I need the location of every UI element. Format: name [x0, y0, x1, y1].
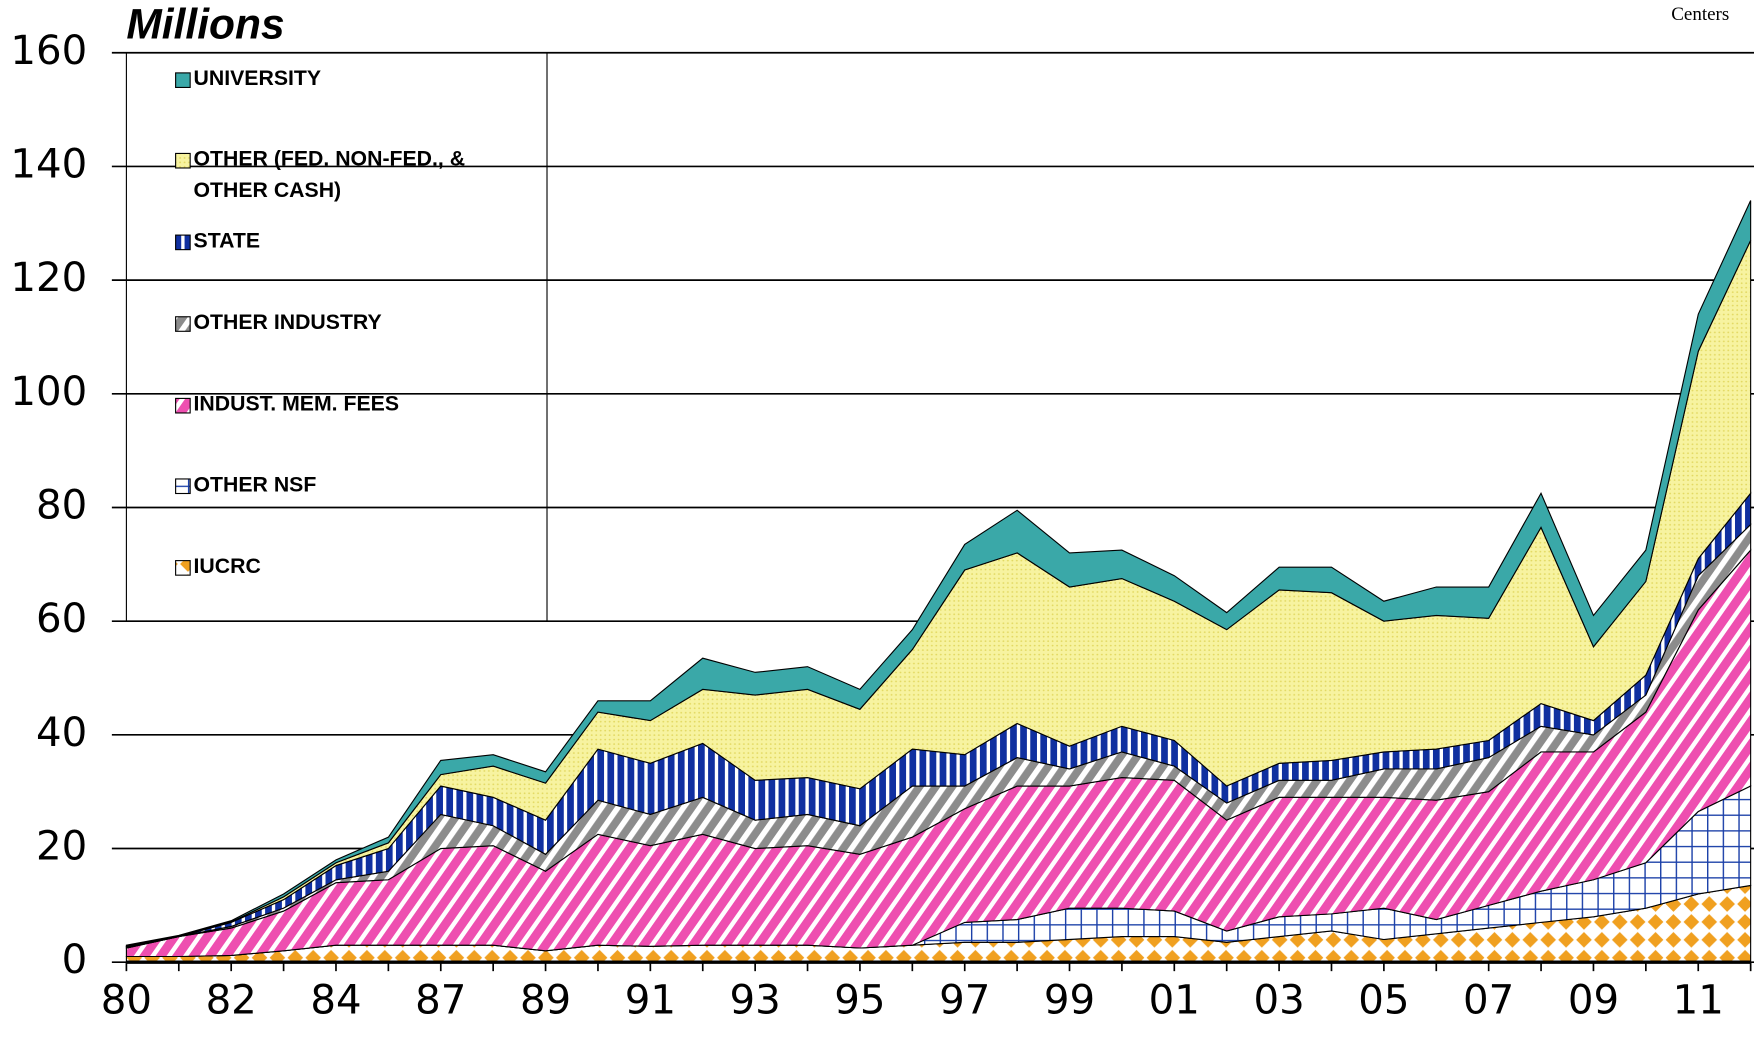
x-tick-label: 91 — [625, 977, 676, 1023]
area — [125, 200, 1752, 947]
legend-label: OTHER (FED. NON-FED., & OTHER CASH) — [193, 147, 466, 203]
y-tick-label: 140 — [10, 141, 87, 187]
legend-swatch — [175, 152, 191, 169]
legend-box — [125, 52, 548, 622]
y-tick-label: 160 — [10, 28, 87, 74]
y-axis-label: Millions — [126, 1, 284, 48]
y-tick-label: 0 — [62, 937, 88, 983]
y-tick-label: 100 — [10, 369, 87, 415]
legend-swatch — [175, 560, 191, 576]
legend-swatch — [175, 316, 191, 332]
x-tick-label: 82 — [206, 977, 257, 1023]
y-tick-label: 120 — [10, 255, 87, 301]
x-tick-label: 11 — [1673, 977, 1724, 1023]
x-tick-label: 09 — [1568, 977, 1619, 1023]
legend-label: INDUST. MEM. FEES — [193, 392, 399, 417]
x-tick-label: 97 — [939, 977, 990, 1023]
x-tick-label: 99 — [1044, 977, 1095, 1023]
x-tick-label: 01 — [1149, 977, 1200, 1023]
y-tick-label: 80 — [36, 482, 87, 528]
legend-label: STATE — [193, 229, 261, 253]
legend-label: IUCRC — [193, 555, 261, 579]
legend-label: OTHER NSF — [193, 473, 317, 497]
legend-swatch — [175, 234, 191, 251]
x-tick-label: 03 — [1253, 977, 1304, 1023]
x-tick-label: 84 — [310, 977, 361, 1023]
legend-label: OTHER INDUSTRY — [193, 311, 382, 335]
x-tick-label: 95 — [834, 977, 885, 1023]
y-tick-label: 60 — [36, 596, 87, 642]
x-tick-label: 87 — [415, 977, 466, 1023]
legend-swatch — [175, 478, 191, 495]
legend-label: UNIVERSITY — [193, 67, 322, 91]
x-tick-label: 07 — [1463, 977, 1514, 1023]
x-tick-label: 93 — [730, 977, 781, 1023]
legend-swatch — [175, 72, 191, 89]
x-tick-label: 89 — [520, 977, 571, 1023]
y-tick-label: 20 — [36, 824, 87, 870]
x-tick-label: 05 — [1358, 977, 1409, 1023]
legend-swatch — [175, 397, 191, 414]
corner-text: Centers — [1671, 4, 1729, 25]
y-tick-label: 40 — [36, 710, 87, 756]
x-tick-label: 80 — [101, 977, 152, 1023]
